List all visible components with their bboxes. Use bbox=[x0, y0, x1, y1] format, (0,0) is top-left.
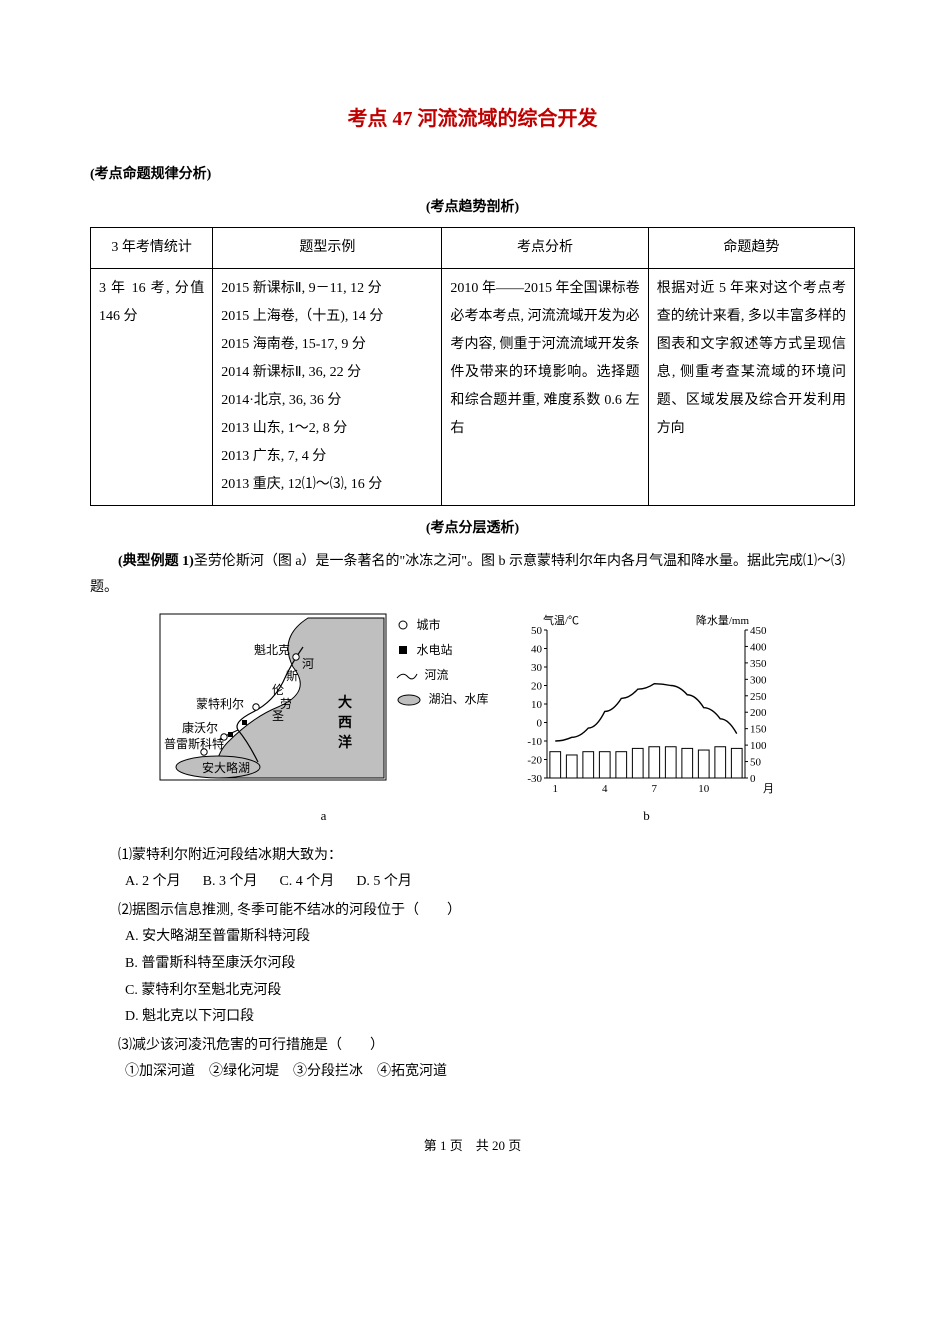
svg-text:气温/℃: 气温/℃ bbox=[543, 613, 579, 627]
svg-text:350: 350 bbox=[750, 658, 767, 670]
legend-city: 城市 bbox=[396, 614, 488, 637]
svg-text:-10: -10 bbox=[527, 736, 542, 748]
figure-b: 气温/℃ 降水量/mm -30 -20 -10 0 10 20 30 40 50 0 50 100 150 2… bbox=[507, 612, 787, 829]
example-lead-bold: (典型例题 1) bbox=[118, 554, 194, 569]
label-quebec: 魁北克 bbox=[254, 642, 290, 657]
page-footer: 第 1 页 共 20 页 bbox=[90, 1134, 855, 1159]
q3-items: ①加深河道 ②绿化河堤 ③分段拦冰 ④拓宽河道 bbox=[90, 1059, 855, 1086]
svg-text:30: 30 bbox=[531, 662, 543, 674]
footer-total: 共 20 页 bbox=[476, 1138, 522, 1153]
layer-heading: (考点分层透析) bbox=[90, 516, 855, 543]
cell-trend: 根据对近 5 年来对这个考点考查的统计来看, 多以丰富多样的图表和文字叙述等方式… bbox=[648, 269, 854, 506]
figure-b-caption: b bbox=[643, 804, 650, 829]
svg-text:-30: -30 bbox=[527, 773, 542, 785]
footer-page: 第 1 页 bbox=[424, 1138, 463, 1153]
ocean-char: 大 bbox=[338, 694, 352, 711]
legend-city-label: 城市 bbox=[416, 614, 440, 637]
th-example: 题型示例 bbox=[213, 228, 442, 269]
q2-opt-b: B. 普雷斯科特至康沃尔河段 bbox=[90, 951, 855, 978]
svg-text:50: 50 bbox=[750, 757, 762, 769]
q2-opt-a: A. 安大略湖至普雷斯科特河段 bbox=[90, 924, 855, 951]
svg-text:-20: -20 bbox=[527, 754, 542, 766]
svg-text:1: 1 bbox=[552, 783, 558, 795]
svg-text:4: 4 bbox=[602, 783, 608, 795]
svg-text:月: 月 bbox=[763, 783, 774, 795]
svg-text:450: 450 bbox=[750, 625, 767, 637]
svg-text:7: 7 bbox=[651, 783, 657, 795]
label-ontario: 安大略湖 bbox=[202, 760, 250, 775]
city-montreal-icon bbox=[253, 704, 259, 710]
svg-text:200: 200 bbox=[750, 707, 767, 719]
th-stat: 3 年考情统计 bbox=[91, 228, 213, 269]
legend-lake: 湖泊、水库 bbox=[396, 688, 488, 711]
svg-text:50: 50 bbox=[531, 625, 543, 637]
svg-text:20: 20 bbox=[531, 680, 543, 692]
svg-text:降水量/mm: 降水量/mm bbox=[695, 613, 749, 627]
svg-text:400: 400 bbox=[750, 641, 767, 653]
q1: ⑴蒙特利尔附近河段结冰期大致为： bbox=[90, 843, 855, 870]
trend-table: 3 年考情统计 题型示例 考点分析 命题趋势 3 年 16 考, 分值 146 … bbox=[90, 227, 855, 506]
example-lead: (典型例题 1)圣劳伦斯河（图 a）是一条著名的"冰冻之河"。图 b 示意蒙特利… bbox=[90, 549, 855, 602]
cell-examples: 2015 新课标Ⅱ, 9－11, 12 分2015 上海卷,（十五), 14 分… bbox=[213, 269, 442, 506]
map-svg: 魁北克 蒙特利尔 康沃尔 普雷斯科特 安大略湖 圣 劳 伦 斯 河 大 西 洋 bbox=[158, 612, 388, 802]
climate-chart: 气温/℃ 降水量/mm -30 -20 -10 0 10 20 30 40 50 0 50 100 150 2… bbox=[507, 612, 787, 802]
ocean-char: 洋 bbox=[338, 734, 352, 751]
label-prescott: 普雷斯科特 bbox=[164, 736, 224, 751]
river-char: 河 bbox=[302, 657, 314, 671]
river-char: 劳 bbox=[280, 697, 292, 711]
svg-text:0: 0 bbox=[750, 773, 756, 785]
dam-icon bbox=[242, 720, 247, 725]
svg-text:40: 40 bbox=[531, 643, 543, 655]
figure-row: 魁北克 蒙特利尔 康沃尔 普雷斯科特 安大略湖 圣 劳 伦 斯 河 大 西 洋 bbox=[90, 612, 855, 829]
figure-a: 魁北克 蒙特利尔 康沃尔 普雷斯科特 安大略湖 圣 劳 伦 斯 河 大 西 洋 bbox=[158, 612, 488, 829]
svg-text:0: 0 bbox=[536, 717, 542, 729]
svg-text:150: 150 bbox=[750, 724, 767, 736]
q2-opt-c: C. 蒙特利尔至魁北克河段 bbox=[90, 978, 855, 1005]
legend-river: 河流 bbox=[396, 664, 488, 687]
th-trend: 命题趋势 bbox=[648, 228, 854, 269]
river-char: 斯 bbox=[286, 669, 298, 683]
rule-heading: (考点命题规律分析) bbox=[90, 162, 855, 189]
legend-dam-label: 水电站 bbox=[416, 639, 452, 662]
label-montreal: 蒙特利尔 bbox=[196, 696, 244, 711]
q1-options: A. 2 个月B. 3 个月C. 4 个月D. 5 个月 bbox=[90, 869, 855, 896]
svg-text:10: 10 bbox=[698, 783, 710, 795]
figure-a-caption: a bbox=[321, 804, 327, 829]
svg-text:10: 10 bbox=[531, 699, 543, 711]
river-char: 伦 bbox=[272, 682, 284, 697]
legend-lake-label: 湖泊、水库 bbox=[428, 688, 488, 711]
ocean-char: 西 bbox=[338, 715, 352, 731]
label-cornwall: 康沃尔 bbox=[182, 720, 218, 735]
city-quebec-icon bbox=[293, 654, 299, 660]
table-row: 3 年 16 考, 分值 146 分 2015 新课标Ⅱ, 9－11, 12 分… bbox=[91, 269, 855, 506]
table-header-row: 3 年考情统计 题型示例 考点分析 命题趋势 bbox=[91, 228, 855, 269]
svg-text:250: 250 bbox=[750, 691, 767, 703]
q3: ⑶减少该河凌汛危害的可行措施是（ ） bbox=[90, 1033, 855, 1060]
page-title: 考点 47 河流流域的综合开发 bbox=[90, 100, 855, 138]
cell-analysis: 2010 年——2015 年全国课标卷必考本考点, 河流流域开发为必考内容, 侧… bbox=[442, 269, 648, 506]
river-char: 圣 bbox=[272, 709, 284, 723]
svg-text:100: 100 bbox=[750, 740, 767, 752]
trend-heading: (考点趋势剖析) bbox=[90, 195, 855, 222]
map-legend: 城市 水电站 河流 湖泊、水库 bbox=[396, 612, 488, 713]
th-analys: 考点分析 bbox=[442, 228, 648, 269]
cell-stat: 3 年 16 考, 分值 146 分 bbox=[91, 269, 213, 506]
dam-icon bbox=[228, 732, 233, 737]
legend-dam: 水电站 bbox=[396, 639, 488, 662]
legend-river-label: 河流 bbox=[424, 664, 448, 687]
q2-opt-d: D. 魁北克以下河口段 bbox=[90, 1004, 855, 1031]
q2: ⑵据图示信息推测, 冬季可能不结冰的河段位于（ ） bbox=[90, 898, 855, 925]
example-lead-rest: 圣劳伦斯河（图 a）是一条著名的"冰冻之河"。图 b 示意蒙特利尔年内各月气温和… bbox=[90, 554, 845, 596]
svg-text:300: 300 bbox=[750, 674, 767, 686]
